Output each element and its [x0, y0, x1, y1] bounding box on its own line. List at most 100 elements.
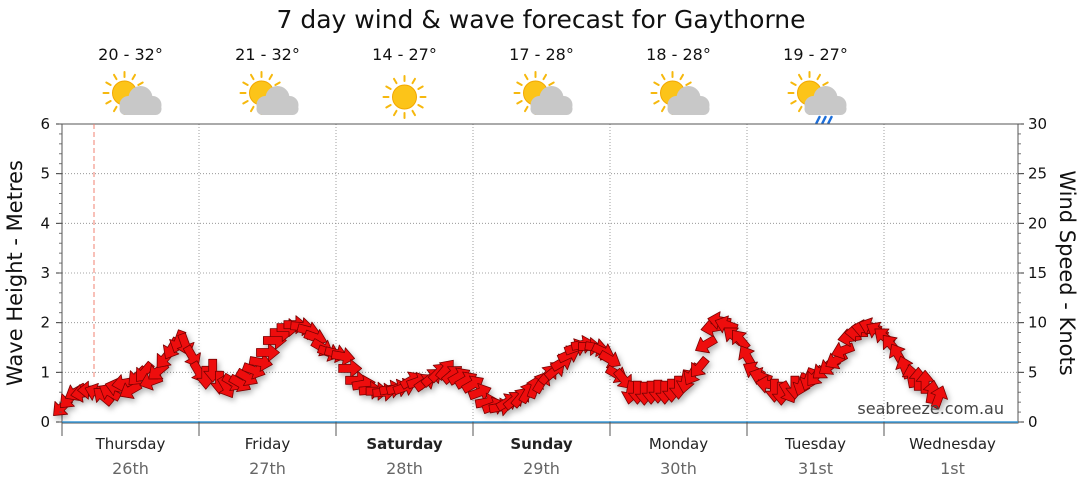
sun-cloud-icon: [239, 71, 299, 115]
day-name-label: Tuesday: [784, 435, 846, 453]
wind-arrow: [256, 343, 280, 362]
sun-cloud-icon: [513, 71, 573, 115]
day-name-label: Saturday: [366, 435, 443, 453]
temperature-label: 17 - 28°: [509, 45, 574, 64]
temperature-label: 19 - 27°: [783, 45, 848, 64]
sun-ray: [385, 104, 392, 109]
sun-ray: [822, 81, 829, 86]
sun-disc: [392, 84, 417, 110]
right-tick-label: 0: [1028, 413, 1038, 431]
sun-ray: [790, 100, 797, 105]
left-tick-label: 1: [40, 363, 50, 381]
day-name-label: Friday: [245, 435, 291, 453]
cloud-shape: [667, 86, 710, 115]
right-tick-label: 10: [1028, 314, 1047, 332]
cloud-shape: [804, 86, 847, 115]
day-date-label: 31st: [798, 459, 833, 478]
left-tick-label: 3: [40, 264, 50, 282]
sun-ray: [274, 81, 281, 86]
sun-cloud-icon: [102, 71, 162, 115]
cloud-shape: [530, 86, 573, 115]
wind-arrow: [248, 353, 273, 372]
cloud-shape: [256, 86, 299, 115]
day-date-label: 30th: [660, 459, 697, 478]
wind-arrow: [598, 350, 621, 369]
wind-arrow: [731, 330, 751, 351]
day-date-label: 28th: [386, 459, 423, 478]
day-name-label: Sunday: [510, 435, 573, 453]
left-tick-label: 2: [40, 314, 50, 332]
cloud-shape: [119, 86, 162, 115]
sun-ray: [393, 109, 398, 117]
right-tick-label: 30: [1028, 115, 1047, 133]
rain-drop: [815, 115, 821, 125]
sun-cloud-rain-icon: [787, 71, 847, 125]
temperature-label: 18 - 28°: [646, 45, 711, 64]
sun-ray: [548, 81, 555, 86]
day-labels: Thursday 26th Friday 27th Saturday 28th Sunday…: [61, 422, 996, 478]
chart-title: 7 day wind & wave forecast for Gaythorne: [276, 5, 805, 34]
temperature-label: 20 - 32°: [98, 45, 163, 64]
sun-ray: [685, 81, 692, 86]
sun-ray: [250, 105, 255, 113]
daily-weather-row: 20 - 32° 21 - 32° 14 - 27° 17 - 28° 18 - 28°…: [98, 45, 848, 125]
sun-ray: [798, 73, 803, 81]
sun-ray: [105, 81, 112, 86]
sun-ray: [417, 104, 424, 109]
sun-ray: [679, 73, 684, 81]
left-tick-label: 6: [40, 115, 50, 133]
sun-cloud-icon: [650, 71, 710, 115]
watermark-text: seabreeze.com.au: [857, 399, 1004, 418]
sun-ray: [542, 73, 547, 81]
rain-drop: [821, 115, 827, 125]
right-tick-label: 25: [1028, 165, 1047, 183]
left-tick-label: 5: [40, 165, 50, 183]
sun-ray: [516, 81, 523, 86]
sun-ray: [661, 73, 666, 81]
wind-arrow: [338, 358, 363, 378]
sun-ray: [242, 100, 249, 105]
sun-ray: [113, 73, 118, 81]
wind-arrow: [613, 367, 632, 389]
sun-ray: [137, 81, 144, 86]
sun-ray: [131, 73, 136, 81]
sun-ray: [516, 100, 523, 105]
sun-ray: [661, 105, 666, 113]
sun-ray: [411, 109, 416, 117]
rain-drop: [827, 115, 833, 125]
day-date-label: 1st: [940, 459, 965, 478]
sun-ray: [417, 85, 424, 90]
right-tick-label: 15: [1028, 264, 1047, 282]
wind-arrow: [695, 335, 718, 354]
right-tick-label: 5: [1028, 363, 1038, 381]
sun-ray: [790, 81, 797, 86]
wind-arrow: [690, 356, 710, 377]
plot-area: [53, 123, 1019, 424]
sun-ray: [113, 105, 118, 113]
right-axis-title: Wind Speed - Knots: [1055, 170, 1079, 375]
left-axis-title: Wave Height - Metres: [3, 160, 27, 386]
day-name-label: Thursday: [95, 435, 166, 453]
sun-ray: [250, 73, 255, 81]
sun-ray: [653, 81, 660, 86]
sun-ray: [653, 100, 660, 105]
sun-ray: [393, 77, 398, 85]
day-date-label: 26th: [112, 459, 149, 478]
wind-arrow: [330, 347, 356, 366]
sun-ray: [242, 81, 249, 86]
left-tick-label: 0: [40, 413, 50, 431]
sun-icon: [382, 75, 427, 119]
sun-ray: [411, 77, 416, 85]
right-axis: 0 5 10 15 20 25 30: [1018, 115, 1047, 431]
sun-ray: [385, 85, 392, 90]
sun-ray: [798, 105, 803, 113]
temperature-label: 14 - 27°: [372, 45, 437, 64]
day-date-label: 27th: [249, 459, 286, 478]
sun-ray: [524, 105, 529, 113]
sun-ray: [105, 100, 112, 105]
day-name-label: Monday: [649, 435, 708, 453]
day-name-label: Wednesday: [909, 435, 996, 453]
right-tick-label: 20: [1028, 214, 1047, 232]
left-tick-label: 4: [40, 214, 50, 232]
